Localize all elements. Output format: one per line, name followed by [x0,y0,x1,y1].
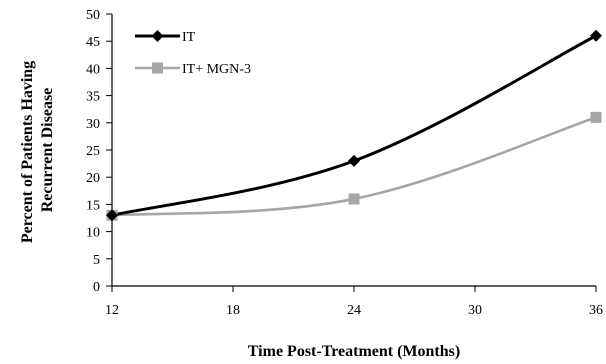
x-tick-label: 12 [105,303,119,318]
y-axis-title: Percent of Patients Having Recurrent Dis… [19,57,56,243]
y-ticks: 0 5 10 15 20 25 30 35 40 45 50 [86,8,112,295]
series-markers [106,29,602,222]
legend-marker [152,62,163,74]
y-tick-label: 10 [86,226,100,241]
y-axis-title-line-1: Percent of Patients Having [19,61,36,243]
y-tick-label: 20 [86,171,100,186]
y-tick-label: 30 [86,117,100,132]
y-tick-label: 50 [86,8,100,23]
data-point-it [106,209,118,222]
axes [111,14,596,287]
legend-marker [151,30,164,42]
x-axis-title: Time Post-Treatment (Months) [248,343,460,360]
x-tick-label: 18 [226,303,240,318]
y-axis-title-line-2: Recurrent Disease [39,88,56,213]
legend-label: IT [182,30,196,45]
y-tick-label: 0 [93,280,100,295]
y-tick-label: 40 [86,62,100,77]
y-tick-label: 45 [86,35,100,50]
data-point-it-mgn3 [348,193,360,205]
y-tick-label: 5 [93,253,100,268]
x-ticks: 12 18 24 30 36 [105,286,603,318]
x-tick-label: 24 [347,303,361,318]
x-tick-label: 30 [468,303,482,318]
data-point-it-mgn3 [590,111,602,123]
legend: IT IT+ MGN-3 [135,30,251,77]
y-tick-label: 15 [86,198,100,213]
x-tick-label: 36 [589,303,603,318]
legend-label: IT+ MGN-3 [182,62,251,77]
data-point-it [590,29,602,42]
data-point-it [348,154,360,167]
y-tick-label: 35 [86,90,100,105]
y-tick-label: 25 [86,144,100,159]
